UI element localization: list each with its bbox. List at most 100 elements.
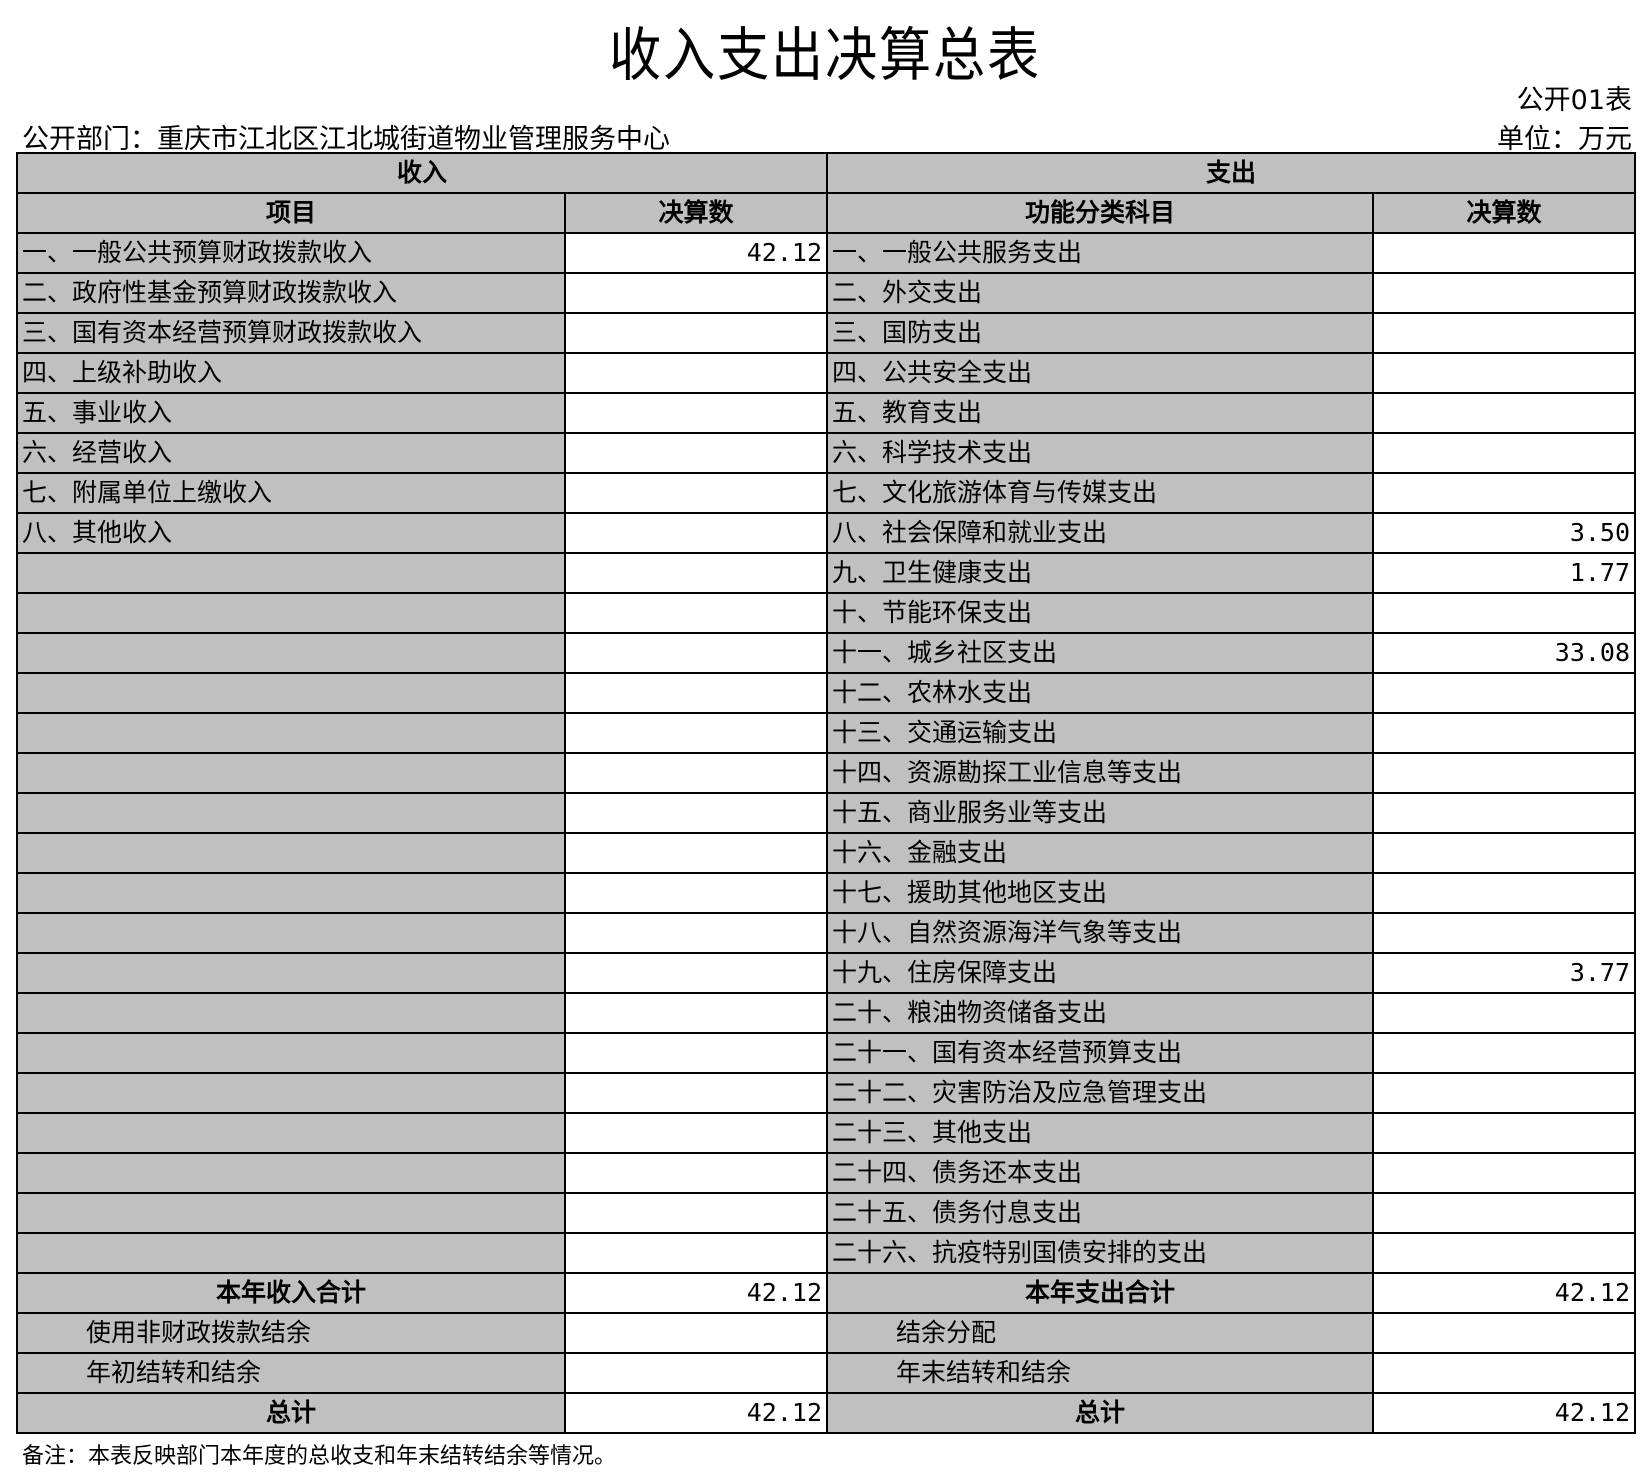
expense-amount: [1372, 912, 1637, 954]
income-item: 四、上级补助收入: [16, 352, 566, 394]
expense-amount: 1.77: [1372, 552, 1637, 594]
expense-amount: [1372, 712, 1637, 754]
table-row: 八、其他收入 八、社会保障和就业支出 3.50: [16, 512, 1637, 554]
income-item: [16, 1232, 566, 1274]
expense-item: 三、国防支出: [826, 312, 1375, 354]
summary-row: 使用非财政拨款结余 结余分配: [16, 1312, 1637, 1354]
expense-item: 十一、城乡社区支出: [826, 632, 1375, 674]
table-row: 十、节能环保支出: [16, 592, 1637, 634]
table-row: 六、经营收入 六、科学技术支出: [16, 432, 1637, 474]
table-row: 十八、自然资源海洋气象等支出: [16, 912, 1637, 954]
expense-item: 二十、粮油物资储备支出: [826, 992, 1375, 1034]
expense-amount: [1372, 792, 1637, 834]
summary-expense-label: 年末结转和结余: [826, 1352, 1375, 1394]
summary-expense-amount: [1372, 1312, 1637, 1354]
summary-income-label: 使用非财政拨款结余: [16, 1312, 566, 1354]
table-row: 五、事业收入 五、教育支出: [16, 392, 1637, 434]
expense-amount: [1372, 752, 1637, 794]
table-row: 二十、粮油物资储备支出: [16, 992, 1637, 1034]
expense-amount: [1372, 312, 1637, 354]
income-item: 六、经营收入: [16, 432, 566, 474]
table-row: 十七、援助其他地区支出: [16, 872, 1637, 914]
expense-amount: [1372, 1232, 1637, 1274]
expense-amount: [1372, 592, 1637, 634]
unit-label: 单位：万元: [1497, 124, 1632, 155]
item-header: 项目: [16, 192, 566, 234]
income-amount: [563, 512, 829, 554]
income-item: [16, 1192, 566, 1234]
income-amount: [563, 552, 829, 594]
expense-amount: [1372, 832, 1637, 874]
summary-income-label: 总计: [16, 1392, 566, 1434]
income-item: [16, 1112, 566, 1154]
table-row: 十九、住房保障支出 3.77: [16, 952, 1637, 994]
table-row: 十五、商业服务业等支出: [16, 792, 1637, 834]
expense-item: 十二、农林水支出: [826, 672, 1375, 714]
income-item: [16, 632, 566, 674]
income-amount: [563, 1112, 829, 1154]
summary-expense-amount: [1372, 1352, 1637, 1394]
expense-amount: [1372, 352, 1637, 394]
income-amount: [563, 912, 829, 954]
table-row: 二十三、其他支出: [16, 1112, 1637, 1154]
income-amount: [563, 472, 829, 514]
income-item: 一、一般公共预算财政拨款收入: [16, 232, 566, 274]
expense-amount: [1372, 1192, 1637, 1234]
expense-item: 五、教育支出: [826, 392, 1375, 434]
table-row: 九、卫生健康支出 1.77: [16, 552, 1637, 594]
summary-expense-amount: 42.12: [1372, 1392, 1637, 1434]
expense-item: 二十二、灾害防治及应急管理支出: [826, 1072, 1375, 1114]
income-item: 五、事业收入: [16, 392, 566, 434]
expense-amount-header: 决算数: [1372, 192, 1637, 234]
table-row: 十一、城乡社区支出 33.08: [16, 632, 1637, 674]
summary-expense-amount: 42.12: [1372, 1272, 1637, 1314]
table-row: 七、附属单位上缴收入 七、文化旅游体育与传媒支出: [16, 472, 1637, 514]
expense-item: 十四、资源勘探工业信息等支出: [826, 752, 1375, 794]
income-amount: [563, 1192, 829, 1234]
expense-amount: [1372, 672, 1637, 714]
table-row: 三、国有资本经营预算财政拨款收入 三、国防支出: [16, 312, 1637, 354]
summary-expense-label: 总计: [826, 1392, 1375, 1434]
income-item: [16, 992, 566, 1034]
table-row: 四、上级补助收入 四、公共安全支出: [16, 352, 1637, 394]
income-item: [16, 1072, 566, 1114]
income-amount: [563, 712, 829, 754]
summary-income-amount: [563, 1352, 829, 1394]
expense-item: 六、科学技术支出: [826, 432, 1375, 474]
expense-item: 二十一、国有资本经营预算支出: [826, 1032, 1375, 1074]
income-amount: [563, 1032, 829, 1074]
table-row: 十二、农林水支出: [16, 672, 1637, 714]
summary-row: 年初结转和结余 年末结转和结余: [16, 1352, 1637, 1394]
income-header: 收入: [15, 152, 829, 194]
expense-item: 二十四、债务还本支出: [826, 1152, 1375, 1194]
income-amount: [563, 832, 829, 874]
function-header: 功能分类科目: [826, 192, 1375, 234]
expense-item: 十七、援助其他地区支出: [826, 872, 1375, 914]
income-amount: [563, 1152, 829, 1194]
income-item: [16, 592, 566, 634]
income-amount: [563, 352, 829, 394]
income-item: [16, 752, 566, 794]
table-row: 二、政府性基金预算财政拨款收入 二、外交支出: [16, 272, 1637, 314]
expense-item: 四、公共安全支出: [826, 352, 1375, 394]
expense-item: 二、外交支出: [826, 272, 1375, 314]
summary-expense-label: 本年支出合计: [826, 1272, 1375, 1314]
page-title: 收入支出决算总表: [608, 21, 1041, 89]
expense-item: 二十三、其他支出: [826, 1112, 1375, 1154]
income-item: [16, 792, 566, 834]
income-amount: [563, 672, 829, 714]
income-amount: [563, 752, 829, 794]
table-row: 一、一般公共预算财政拨款收入 42.12 一、一般公共服务支出: [16, 232, 1637, 274]
income-item: [16, 1032, 566, 1074]
income-item: [16, 952, 566, 994]
table-number: 公开01表: [1516, 85, 1632, 116]
table-row: 二十一、国有资本经营预算支出: [16, 1032, 1637, 1074]
summary-income-amount: 42.12: [563, 1392, 829, 1434]
income-expense-table: 收入 支出 项目 决算数 功能分类科目 决算数 一、一般公共预算财政拨款收入 42…: [15, 152, 1637, 1434]
table-row: 十六、金融支出: [16, 832, 1637, 874]
income-item: [16, 552, 566, 594]
expense-amount: [1372, 1152, 1637, 1194]
expense-item: 十九、住房保障支出: [826, 952, 1375, 994]
income-amount: [563, 952, 829, 994]
income-item: 二、政府性基金预算财政拨款收入: [16, 272, 566, 314]
